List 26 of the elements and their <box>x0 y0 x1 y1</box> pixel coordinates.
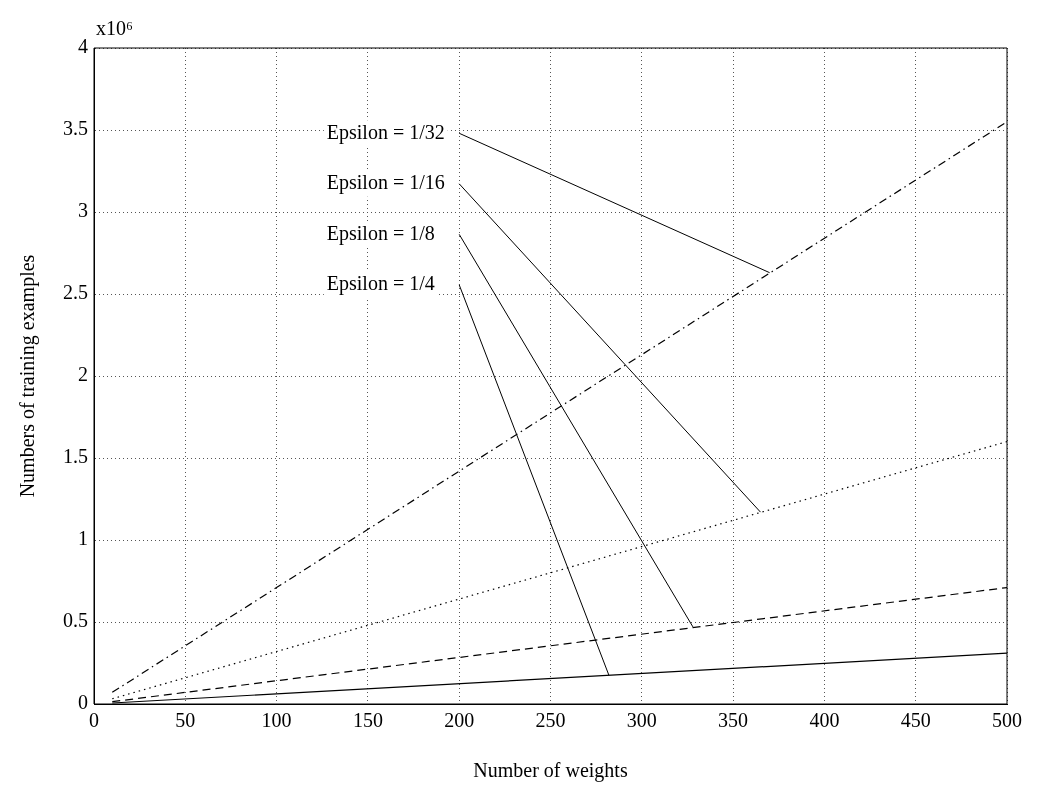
y-tick-label: 3 <box>78 199 88 222</box>
x-axis-title: Number of weights <box>473 759 628 783</box>
annotation: Epsilon = 1/32 <box>326 120 445 144</box>
y-axis-title: Numbers of training examples <box>16 254 40 498</box>
x-tick-label: 450 <box>900 709 931 732</box>
x-tick-label: 200 <box>444 709 475 732</box>
x-tick-label: 400 <box>809 709 840 732</box>
annotation: Epsilon = 1/16 <box>326 171 445 195</box>
x-tick-label: 500 <box>992 709 1022 732</box>
y-tick-label: 4 <box>78 35 88 58</box>
x-tick-label: 350 <box>718 709 749 732</box>
x-tick-label: 150 <box>352 709 383 732</box>
y-tick-label: 1.5 <box>63 445 88 468</box>
x-tick-label: 300 <box>626 709 657 732</box>
y-tick-label: 1 <box>78 527 88 550</box>
x-tick-label: 100 <box>261 709 292 732</box>
annotation: Epsilon = 1/4 <box>326 272 435 296</box>
y-tick-label: 2 <box>78 363 88 386</box>
y-tick-label: 2.5 <box>63 281 88 304</box>
x-tick-label: 50 <box>175 709 196 732</box>
annotation: Epsilon = 1/8 <box>326 221 435 245</box>
text: x10⁶ <box>96 17 133 40</box>
x-tick-label: 250 <box>535 709 566 732</box>
y-tick-label: 0 <box>78 691 88 714</box>
y-tick-label: 3.5 <box>63 117 88 140</box>
y-tick-label: 0.5 <box>63 609 88 632</box>
